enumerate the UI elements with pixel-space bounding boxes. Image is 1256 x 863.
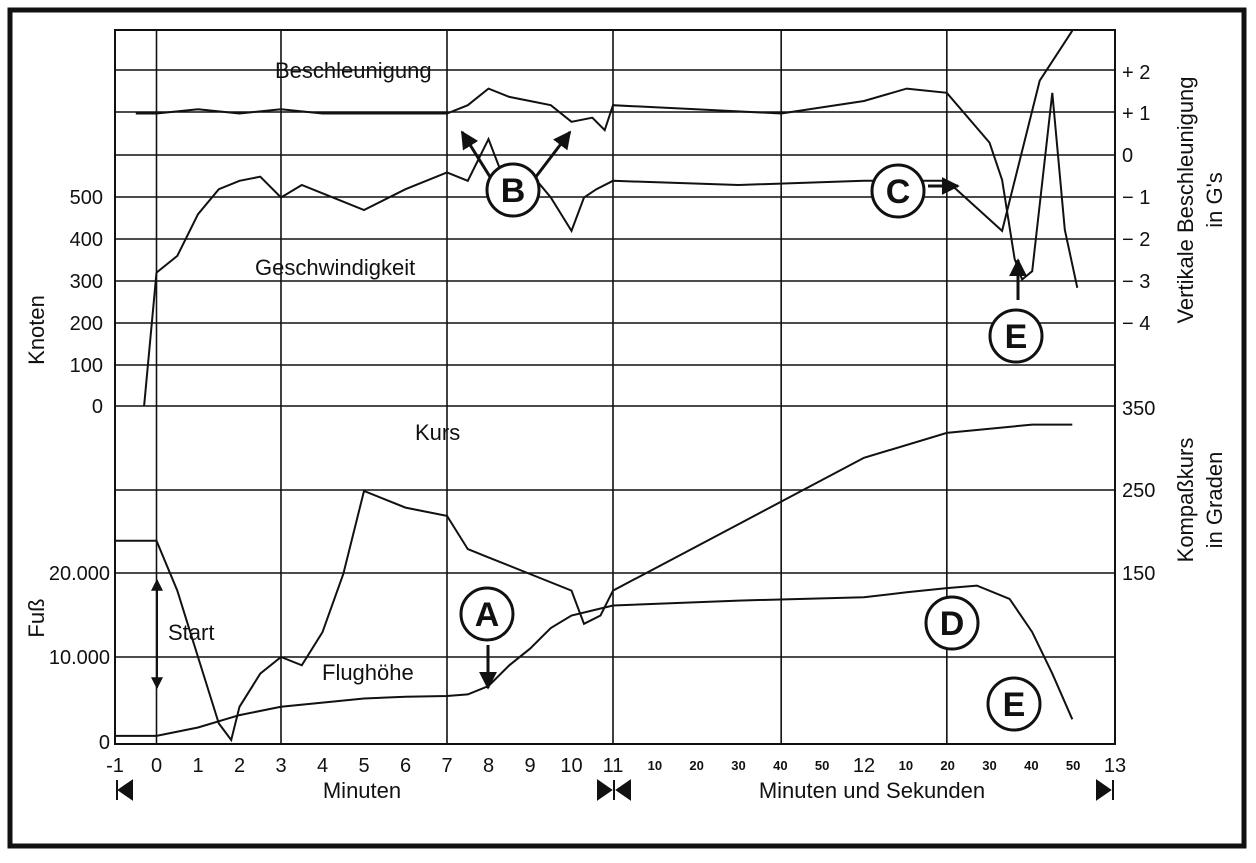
- course-tick-label: 350: [1122, 398, 1155, 420]
- series-lines: [115, 30, 1079, 743]
- speed-line: [143, 30, 1074, 407]
- course-axis-unit: in Graden: [1202, 452, 1227, 549]
- accel-tick-label: − 3: [1122, 271, 1150, 293]
- callout-e-upper: E: [988, 308, 1044, 364]
- accel-axis-unit: in G's: [1202, 172, 1227, 228]
- x-minute-tick-label: 7: [441, 755, 452, 777]
- svg-text:C: C: [886, 173, 911, 211]
- x-minute-tick-label: 11: [603, 755, 624, 777]
- x-second-tick-label: 50: [815, 758, 829, 773]
- start-label: Start: [168, 620, 214, 645]
- x-minute-tick-label: 0: [151, 755, 162, 777]
- altitude-axis-title: Fuß: [24, 598, 49, 637]
- speed-label: Geschwindigkeit: [255, 255, 415, 280]
- x-axis-title-minutes: Minuten: [323, 778, 401, 803]
- svg-text:E: E: [1005, 318, 1028, 356]
- segment-mid-marker: [597, 779, 631, 801]
- svg-text:D: D: [940, 605, 965, 643]
- callout-c: C: [870, 163, 926, 219]
- x-second-tick-label: 20: [689, 758, 703, 773]
- course-tick-label: 250: [1122, 480, 1155, 502]
- accel-tick-label: − 4: [1122, 313, 1150, 335]
- course-label: Kurs: [415, 420, 460, 445]
- accel-tick-label: + 2: [1122, 62, 1150, 84]
- x-minute-tick-label: 4: [317, 755, 328, 777]
- acceleration-label: Beschleunigung: [275, 58, 432, 83]
- accel-tick-label: + 1: [1122, 103, 1150, 125]
- speed-tick-label: 0: [92, 396, 103, 418]
- accel-axis-title: Vertikale Beschleunigung: [1173, 76, 1198, 323]
- altitude-tick-label: 20.000: [49, 563, 110, 585]
- callout-e-lower: E: [986, 676, 1042, 732]
- svg-text:B: B: [501, 172, 526, 210]
- speed-tick-label: 300: [70, 271, 103, 293]
- x-second-tick-label: 40: [773, 758, 787, 773]
- accel-tick-label: 0: [1122, 145, 1133, 167]
- x-second-tick-label: 12: [853, 755, 875, 777]
- x-second-tick-label: 30: [982, 758, 996, 773]
- svg-text:E: E: [1003, 686, 1026, 724]
- x-minute-tick-label: 5: [358, 755, 369, 777]
- arrow-b-left: [460, 130, 494, 181]
- altitude-label: Flughöhe: [322, 660, 414, 685]
- segment-end-marker: [1096, 779, 1114, 801]
- altitude-tick-label: 10.000: [49, 647, 110, 669]
- x-second-tick-label: 30: [731, 758, 745, 773]
- x-minute-tick-label: 9: [524, 755, 535, 777]
- x-second-tick-label: 13: [1104, 755, 1126, 777]
- x-second-tick-label: 10: [899, 758, 913, 773]
- x-axis-title-min-sec: Minuten und Sekunden: [759, 778, 985, 803]
- accel-tick-label: − 2: [1122, 229, 1150, 251]
- speed-axis-title: Knoten: [24, 295, 49, 365]
- x-minute-tick-label: 8: [483, 755, 494, 777]
- callout-b: B: [485, 162, 541, 218]
- speed-tick-label: 100: [70, 355, 103, 377]
- altitude-tick-label: 0: [99, 732, 110, 754]
- arrow-b-right: [533, 130, 572, 179]
- callout-d: D: [924, 595, 980, 651]
- course-tick-label: 150: [1122, 563, 1155, 585]
- speed-tick-label: 500: [70, 187, 103, 209]
- accel-tick-label: − 1: [1122, 187, 1150, 209]
- x-minute-tick-label: 2: [234, 755, 245, 777]
- x-minute-tick-label: -1: [106, 755, 124, 777]
- x-second-tick-label: 40: [1024, 758, 1038, 773]
- speed-tick-label: 200: [70, 313, 103, 335]
- course-axis-title: Kompaßkurs: [1173, 438, 1198, 563]
- speed-tick-label: 400: [70, 229, 103, 251]
- x-second-tick-label: 20: [940, 758, 954, 773]
- outer-border: [7, 7, 1247, 849]
- x-minute-tick-label: 10: [560, 755, 582, 777]
- course-line: [115, 423, 1073, 743]
- x-second-tick-label: 50: [1066, 758, 1080, 773]
- callout-a: A: [459, 586, 515, 642]
- altitude-line: [115, 584, 1074, 737]
- svg-text:A: A: [475, 596, 500, 634]
- x-minute-tick-label: 1: [192, 755, 203, 777]
- x-second-tick-label: 10: [648, 758, 662, 773]
- x-minute-tick-label: 3: [275, 755, 286, 777]
- segment-start-marker: [116, 779, 133, 801]
- x-minute-tick-label: 6: [400, 755, 411, 777]
